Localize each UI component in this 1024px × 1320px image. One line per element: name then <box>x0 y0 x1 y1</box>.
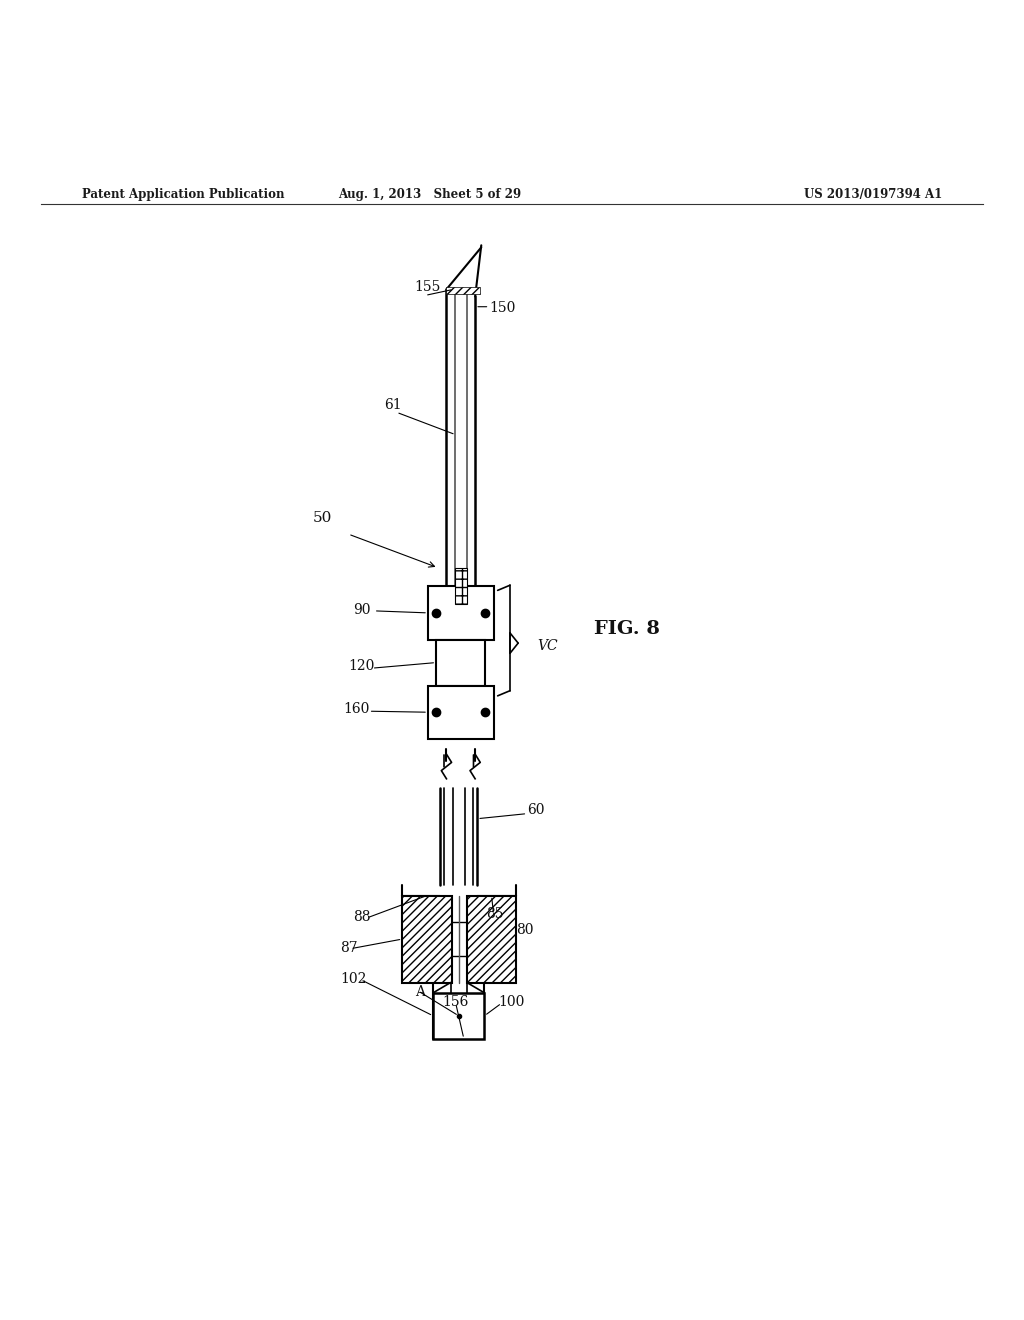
Text: 85: 85 <box>486 907 504 921</box>
Text: 87: 87 <box>340 941 357 954</box>
Text: 61: 61 <box>384 399 401 412</box>
Text: 150: 150 <box>489 301 516 315</box>
Text: FIG. 8: FIG. 8 <box>594 620 659 639</box>
Text: 80: 80 <box>516 924 534 937</box>
FancyBboxPatch shape <box>436 639 485 685</box>
Text: 102: 102 <box>340 972 367 986</box>
Bar <box>455 568 467 603</box>
Text: 50: 50 <box>312 511 332 525</box>
Text: Aug. 1, 2013   Sheet 5 of 29: Aug. 1, 2013 Sheet 5 of 29 <box>339 187 521 201</box>
Bar <box>467 895 516 982</box>
Bar <box>402 895 452 982</box>
Text: A: A <box>415 985 425 999</box>
Text: 60: 60 <box>527 803 545 817</box>
Text: 155: 155 <box>415 280 441 294</box>
FancyBboxPatch shape <box>451 921 467 957</box>
FancyBboxPatch shape <box>433 993 484 1039</box>
Text: 160: 160 <box>343 702 370 717</box>
Text: 90: 90 <box>353 603 371 616</box>
Text: 156: 156 <box>442 995 469 1008</box>
Text: VC: VC <box>538 639 558 653</box>
Text: 120: 120 <box>348 659 375 673</box>
FancyBboxPatch shape <box>428 586 494 639</box>
Text: Patent Application Publication: Patent Application Publication <box>82 187 285 201</box>
Text: 88: 88 <box>353 909 371 924</box>
FancyBboxPatch shape <box>428 685 494 739</box>
Text: 100: 100 <box>499 995 525 1008</box>
Bar <box>446 288 480 294</box>
Text: US 2013/0197394 A1: US 2013/0197394 A1 <box>804 187 942 201</box>
